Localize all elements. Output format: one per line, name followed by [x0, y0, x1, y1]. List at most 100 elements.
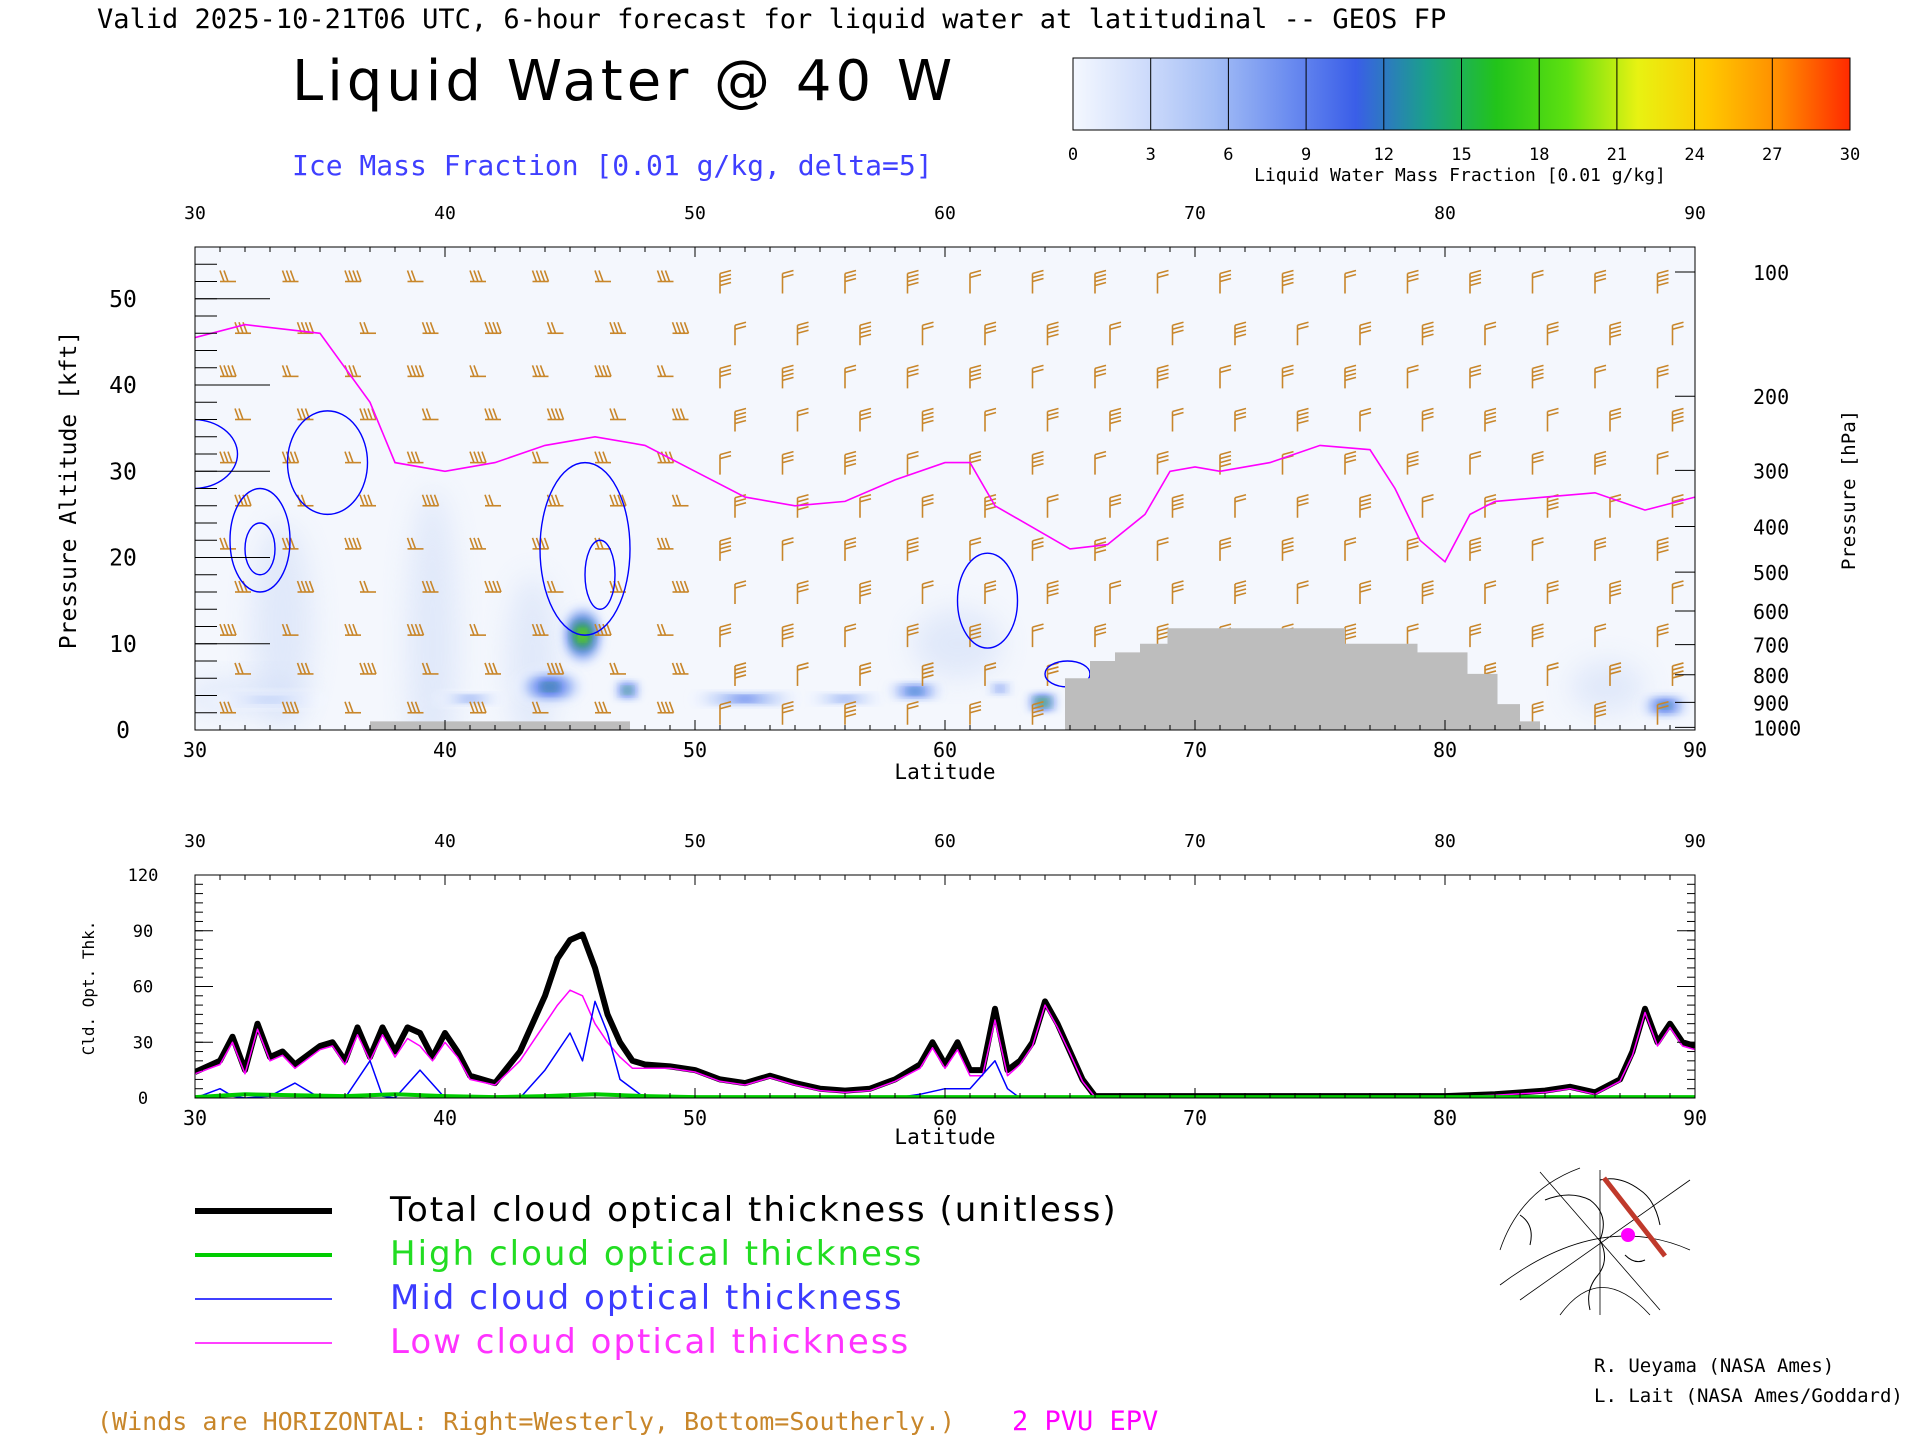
- legend-label: Low cloud optical thickness: [390, 1322, 910, 1362]
- x-tick-label: 90: [1683, 738, 1707, 762]
- wind-barb: [969, 700, 982, 725]
- ice-haze-patch: [912, 609, 1003, 679]
- wind-barb: [921, 321, 934, 346]
- wind-barb: [984, 580, 997, 604]
- ice-haze-patch: [1570, 661, 1645, 713]
- cross-section-track: [1602, 1176, 1667, 1258]
- winds-note: (Winds are HORIZONTAL: Right=Westerly, B…: [97, 1407, 955, 1436]
- bottom-y-tick-label: 90: [133, 922, 153, 942]
- wind-barb: [1406, 364, 1419, 389]
- wind-barb: [969, 364, 982, 389]
- y-tick-label: 0: [116, 718, 130, 744]
- optical-thickness-axes: 30 30 40 40 50 50 60 60 70 70 80 80 90 90 0 30 60 90 120: [128, 831, 1707, 1130]
- wind-barb: [1359, 321, 1372, 346]
- wind-barb: [1359, 407, 1372, 432]
- wind-barb: [1656, 537, 1669, 561]
- wind-barb: [1531, 623, 1544, 648]
- wind-barb: [844, 537, 857, 561]
- bottom-y-tick-label: 120: [128, 866, 159, 886]
- wind-barb: [656, 537, 674, 550]
- wind-barb: [1156, 537, 1169, 561]
- bottom-x-tick-label: 90: [1683, 1106, 1707, 1130]
- wind-barb: [984, 407, 997, 432]
- wind-barb: [281, 270, 299, 283]
- bottom-xlabel: Latitude: [894, 1125, 995, 1149]
- wind-barb: [1406, 537, 1419, 561]
- legend-item: Total cloud optical thickness (unitless): [195, 1190, 1116, 1230]
- wind-barb: [719, 623, 732, 648]
- wind-barb: [594, 365, 612, 378]
- wind-barb: [1671, 662, 1684, 686]
- wind-barb: [1296, 407, 1309, 432]
- wind-barb: [671, 494, 689, 507]
- wind-barb: [1031, 537, 1044, 561]
- wind-barb: [1671, 580, 1684, 604]
- wind-barb: [921, 493, 934, 518]
- wind-barb: [859, 493, 872, 518]
- wind-barb: [1281, 269, 1294, 294]
- wind-barb: [1296, 321, 1309, 346]
- wind-barb: [1594, 269, 1607, 294]
- wind-barb: [219, 270, 236, 283]
- wind-barb: [1094, 537, 1107, 561]
- wind-barb: [1609, 580, 1622, 604]
- wind-barb: [469, 270, 486, 283]
- wind-barb: [1531, 450, 1544, 475]
- wind-barb: [1421, 407, 1434, 432]
- x-tick-label: 40: [433, 738, 457, 762]
- wind-barb: [281, 623, 299, 636]
- pressure-tick-label: 200: [1753, 385, 1789, 409]
- wind-barb: [1594, 537, 1607, 561]
- wind-barb: [219, 623, 237, 636]
- wind-barb: [1031, 623, 1044, 648]
- wind-barb: [594, 701, 611, 714]
- wind-barb: [1344, 269, 1357, 294]
- series-line-3: [195, 989, 1695, 1098]
- wind-barb: [344, 270, 362, 283]
- wind-barb: [1531, 537, 1544, 561]
- wind-barb: [1421, 321, 1434, 346]
- wind-barb: [406, 451, 424, 464]
- wind-barb: [421, 662, 439, 675]
- y-tick-label: 10: [109, 632, 137, 658]
- optical-thickness-lines: [195, 931, 1695, 1098]
- wind-barb: [1406, 450, 1419, 475]
- wind-barb: [546, 321, 564, 335]
- wind-barb: [344, 537, 362, 550]
- wind-barb: [421, 494, 440, 507]
- wind-barb: [1656, 364, 1669, 389]
- liquid-water-cell: [732, 696, 758, 701]
- wind-barb: [1484, 407, 1497, 432]
- wind-barb: [1094, 364, 1107, 389]
- wind-barb: [719, 700, 732, 725]
- liquid-water-cross-section: 3030404050506060707080809090010203040501…: [109, 203, 1801, 762]
- colorbar-tick-label: 9: [1301, 145, 1311, 165]
- wind-barb: [421, 408, 439, 421]
- top-xlabel: Latitude: [894, 760, 995, 784]
- liquid-water-cell: [249, 697, 291, 702]
- wind-barb: [906, 537, 919, 561]
- wind-barb: [1094, 450, 1107, 475]
- bottom-x-tick-label: 30: [183, 1106, 207, 1130]
- wind-barb: [1656, 450, 1669, 475]
- colorbar-tick-label: 12: [1374, 145, 1394, 165]
- colorbar-label: Liquid Water Mass Fraction [0.01 g/kg]: [1254, 165, 1666, 186]
- wind-barb: [1031, 269, 1044, 294]
- colorbar-tick-label: 30: [1840, 145, 1860, 165]
- wind-barb: [844, 364, 857, 389]
- wind-barb: [531, 701, 549, 714]
- wind-barb: [609, 494, 627, 507]
- colorbar-tick-label: 18: [1529, 145, 1549, 165]
- bottom-ylabel: Cld. Opt. Thk.: [79, 921, 98, 1056]
- wind-barb: [1344, 450, 1357, 475]
- wind-barb: [1046, 580, 1059, 604]
- wind-barb: [906, 700, 919, 725]
- wind-barb: [1656, 700, 1669, 725]
- colorbar-tick-label: 6: [1223, 145, 1233, 165]
- wind-barb: [984, 321, 997, 346]
- liquid-water-cell: [833, 696, 857, 701]
- wind-barb: [1219, 269, 1232, 294]
- wind-barb: [1234, 493, 1247, 518]
- wind-barb: [671, 321, 690, 335]
- wind-barb: [359, 321, 376, 335]
